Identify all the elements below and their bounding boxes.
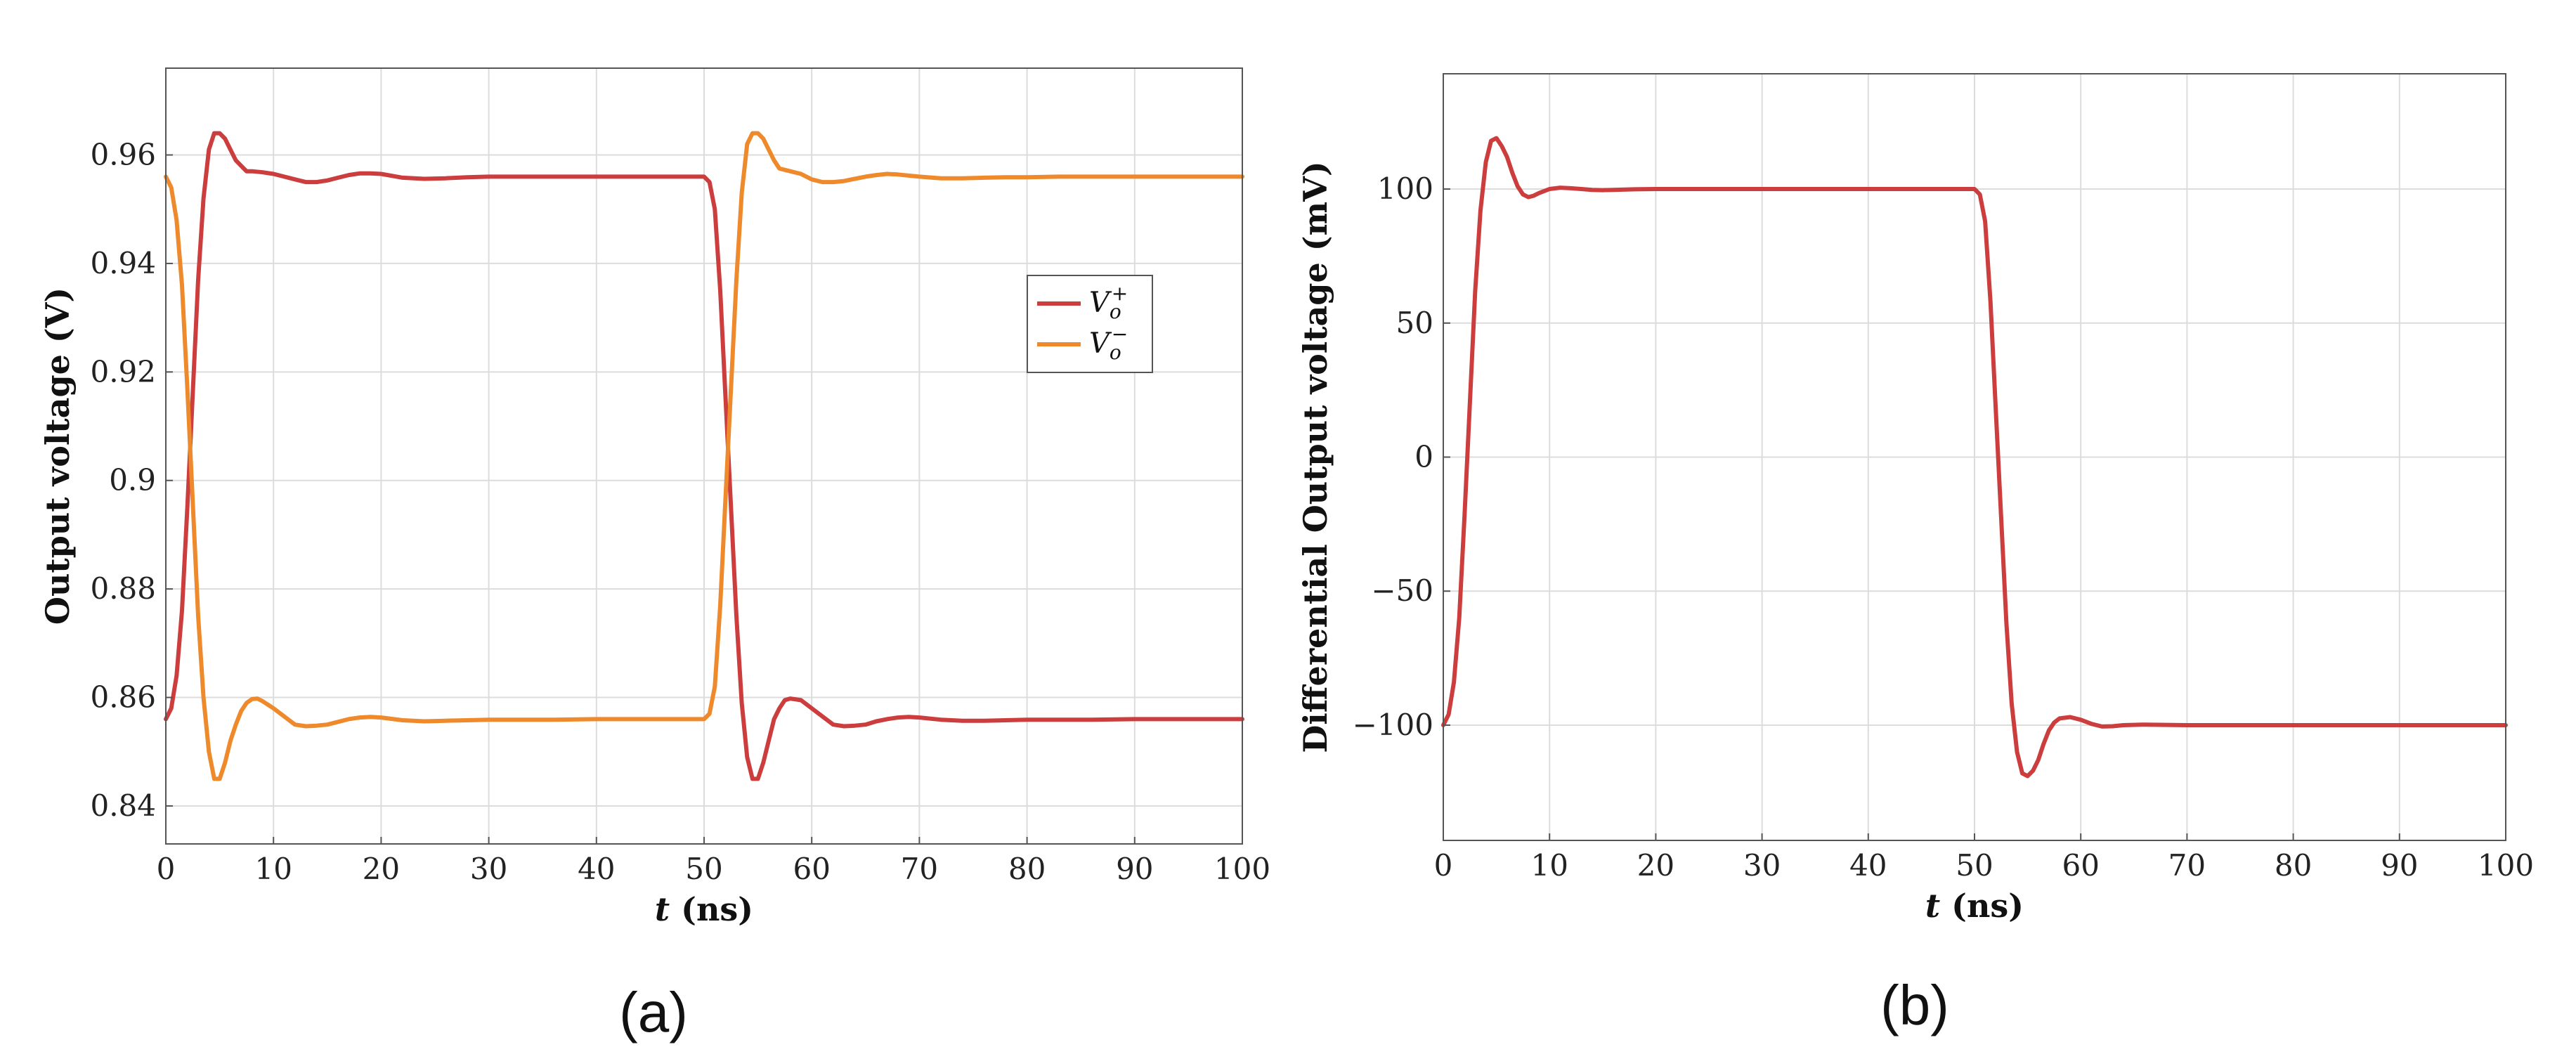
y-tick-label: 0 xyxy=(1414,440,1433,474)
chart-a-caption: (a) xyxy=(619,981,688,1043)
x-tick-label: 20 xyxy=(1637,848,1674,883)
chart-a: 0 10 20 30 40 50 60 70 80 90 100 0.840.860.880.90.… xyxy=(39,67,1270,1043)
chart-a-y-ticks: 0.84 0.86 0.88 0.9 0.92 0.94 0.96 xyxy=(90,138,173,823)
series-line-b-0 xyxy=(1441,136,2508,779)
series-line-a-1 xyxy=(164,131,1244,781)
x-tick-label: 0 xyxy=(1434,848,1453,883)
x-tick-label: 90 xyxy=(2381,848,2418,883)
x-tick-label: 0 xyxy=(157,852,176,886)
legend-label-sup: − xyxy=(1112,323,1128,346)
chart-a-x-label-var: t xyxy=(655,890,670,928)
chart-b-y-ticks: −100 −50 0 50 100 xyxy=(1353,171,1450,742)
y-tick-label: −100 xyxy=(1353,708,1433,742)
chart-b: 0 10 20 30 40 50 60 70 80 90 100 −100 −50 0 50 100 t (… xyxy=(1296,73,2534,1036)
y-tick-label: 0.86 xyxy=(90,680,156,715)
x-tick-label: 100 xyxy=(2478,848,2534,883)
legend-label-sub: o xyxy=(1110,300,1121,323)
x-tick-label: 80 xyxy=(2275,848,2312,883)
y-tick-label: 50 xyxy=(1396,306,1433,340)
x-tick-label: 70 xyxy=(2168,848,2206,883)
legend-label-base: V xyxy=(1089,327,1112,360)
x-tick-label: 90 xyxy=(1116,852,1153,886)
y-tick-label: 0.84 xyxy=(90,788,156,823)
x-tick-label: 30 xyxy=(470,852,507,886)
y-tick-label: 0.92 xyxy=(90,354,156,389)
y-tick-label: 0.88 xyxy=(90,571,156,606)
y-tick-label: 0.94 xyxy=(90,246,156,280)
x-tick-label: 50 xyxy=(1956,848,1993,883)
legend-label-sup: + xyxy=(1112,282,1128,305)
x-tick-label: 40 xyxy=(1849,848,1887,883)
x-tick-label: 30 xyxy=(1743,848,1781,883)
x-tick-label: 20 xyxy=(363,852,400,886)
x-tick-label: 40 xyxy=(578,852,615,886)
y-tick-label: 0.96 xyxy=(90,138,156,172)
chart-b-x-label-var: t xyxy=(1925,887,1940,925)
x-tick-label: 70 xyxy=(901,852,938,886)
y-tick-label: 0.9 xyxy=(109,463,156,498)
chart-a-y-label: Output voltage (V) xyxy=(39,287,77,625)
legend-label-base: V xyxy=(1089,287,1112,319)
chart-a-legend: Vo+ Vo− xyxy=(1027,275,1153,373)
legend-label-sub: o xyxy=(1110,341,1121,364)
x-tick-label: 10 xyxy=(254,852,292,886)
legend-label-vo-plus: Vo+ xyxy=(1089,282,1128,323)
legend-label-vo-minus: Vo− xyxy=(1089,323,1128,364)
chart-a-x-ticks: 0 10 20 30 40 50 60 70 80 90 100 xyxy=(157,837,1270,886)
chart-a-series xyxy=(164,131,1244,781)
chart-b-y-label: Differential Output voltage (mV) xyxy=(1296,161,1334,753)
series-line-a-0 xyxy=(164,131,1244,781)
chart-b-x-label-unit: (ns) xyxy=(1940,887,2024,925)
chart-b-series xyxy=(1441,136,2508,779)
chart-b-x-label: t (ns) xyxy=(1925,887,2024,925)
chart-b-x-ticks: 0 10 20 30 40 50 60 70 80 90 100 xyxy=(1434,833,2534,883)
y-tick-label: −50 xyxy=(1371,573,1433,608)
x-tick-label: 100 xyxy=(1214,852,1270,886)
x-tick-label: 50 xyxy=(685,852,722,886)
x-tick-label: 60 xyxy=(2062,848,2099,883)
chart-b-grid xyxy=(1443,74,2506,840)
x-tick-label: 80 xyxy=(1008,852,1046,886)
chart-a-legend-box xyxy=(1027,275,1153,373)
x-tick-label: 10 xyxy=(1530,848,1568,883)
x-tick-label: 60 xyxy=(793,852,830,886)
chart-b-caption: (b) xyxy=(1880,974,1949,1036)
y-tick-label: 100 xyxy=(1377,171,1433,206)
chart-a-x-label: t (ns) xyxy=(655,890,753,928)
chart-a-x-label-unit: (ns) xyxy=(670,890,753,928)
